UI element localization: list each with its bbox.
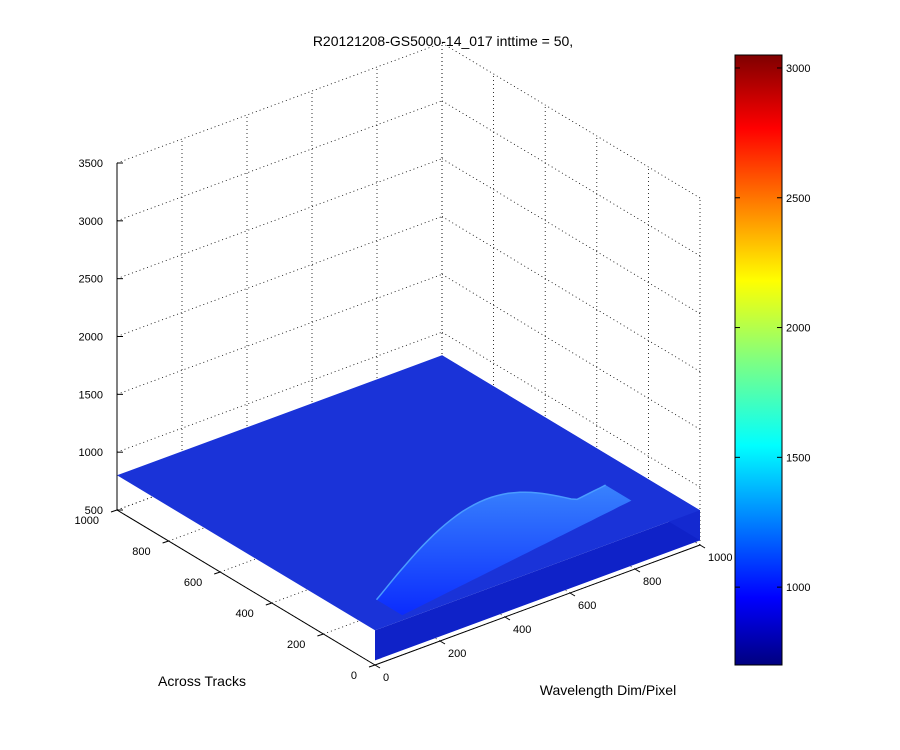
x-tick-mark bbox=[699, 544, 706, 549]
grid-line bbox=[441, 216, 701, 372]
y-tick-label: 400 bbox=[235, 608, 253, 620]
y-axis-label: Across Tracks bbox=[158, 673, 246, 689]
z-tick-label: 2000 bbox=[79, 332, 103, 344]
grid-line bbox=[116, 331, 443, 453]
colorbar-tick-label: 3000 bbox=[786, 63, 810, 75]
y-tick-mark bbox=[214, 571, 221, 575]
chart-title: R20121208-GS5000-14_017 inttime = 50, bbox=[313, 33, 573, 49]
colorbar-fill bbox=[735, 55, 782, 665]
surface-top bbox=[117, 355, 700, 631]
x-axis-line bbox=[374, 544, 701, 666]
colorbar-tick-label: 2000 bbox=[786, 323, 810, 335]
z-tick-label: 3500 bbox=[79, 158, 103, 170]
y-tick-label: 0 bbox=[351, 670, 357, 682]
x-tick-mark bbox=[504, 616, 511, 621]
colorbar-tick-label: 2500 bbox=[786, 193, 810, 205]
colorbar-ticks: 1000 1500 2000 2500 3000 bbox=[735, 63, 810, 594]
y-tick-mark bbox=[368, 664, 376, 668]
y-tick-label: 800 bbox=[132, 546, 150, 558]
grid-line bbox=[116, 216, 443, 337]
x-tick-label: 1000 bbox=[708, 552, 732, 564]
x-tick-label: 200 bbox=[448, 648, 466, 660]
z-tick-label: 1000 bbox=[79, 447, 103, 459]
surface-peak-ridge bbox=[375, 484, 606, 601]
x-tick-label: 0 bbox=[383, 672, 389, 684]
colorbar-tick-label: 1500 bbox=[786, 452, 810, 464]
x-tick-label: 400 bbox=[513, 624, 531, 636]
colorbar: 1000 1500 2000 2500 3000 bbox=[734, 54, 810, 666]
y-tick-mark bbox=[265, 602, 272, 606]
tick-layer: 0200400600800100002004006008001000500100… bbox=[75, 158, 733, 684]
z-tick-label: 1500 bbox=[79, 389, 103, 401]
grid-line bbox=[441, 42, 701, 199]
y-tick-label: 600 bbox=[184, 577, 202, 589]
y-tick-mark bbox=[317, 633, 324, 637]
y-axis-line bbox=[116, 509, 376, 666]
z-tick-label: 500 bbox=[85, 505, 103, 517]
grid-line bbox=[116, 158, 443, 280]
y-tick-label: 1000 bbox=[75, 515, 99, 527]
x-axis-label: Wavelength Dim/Pixel bbox=[540, 682, 676, 698]
x-tick-label: 600 bbox=[578, 600, 596, 612]
x-tick-mark bbox=[374, 664, 381, 669]
colorbar-frame bbox=[734, 54, 783, 666]
grid-line bbox=[441, 158, 701, 315]
surface-peak-band bbox=[376, 485, 632, 616]
y-tick-mark bbox=[110, 509, 118, 513]
grid-line bbox=[116, 100, 443, 222]
y-tick-mark bbox=[162, 540, 169, 544]
grid-line bbox=[116, 273, 443, 395]
grid-line bbox=[116, 42, 443, 164]
z-tick-label: 3000 bbox=[79, 216, 103, 228]
grid-line bbox=[441, 100, 701, 257]
x-tick-mark bbox=[439, 640, 446, 645]
x-tick-mark bbox=[634, 568, 641, 573]
y-tick-label: 200 bbox=[287, 639, 305, 651]
x-tick-label: 800 bbox=[643, 576, 661, 588]
colorbar-tick-label: 1000 bbox=[786, 582, 810, 594]
x-tick-mark bbox=[569, 592, 576, 597]
surface-front-face bbox=[375, 510, 700, 661]
z-tick-label: 2500 bbox=[79, 274, 103, 286]
surface-layer bbox=[117, 355, 700, 661]
